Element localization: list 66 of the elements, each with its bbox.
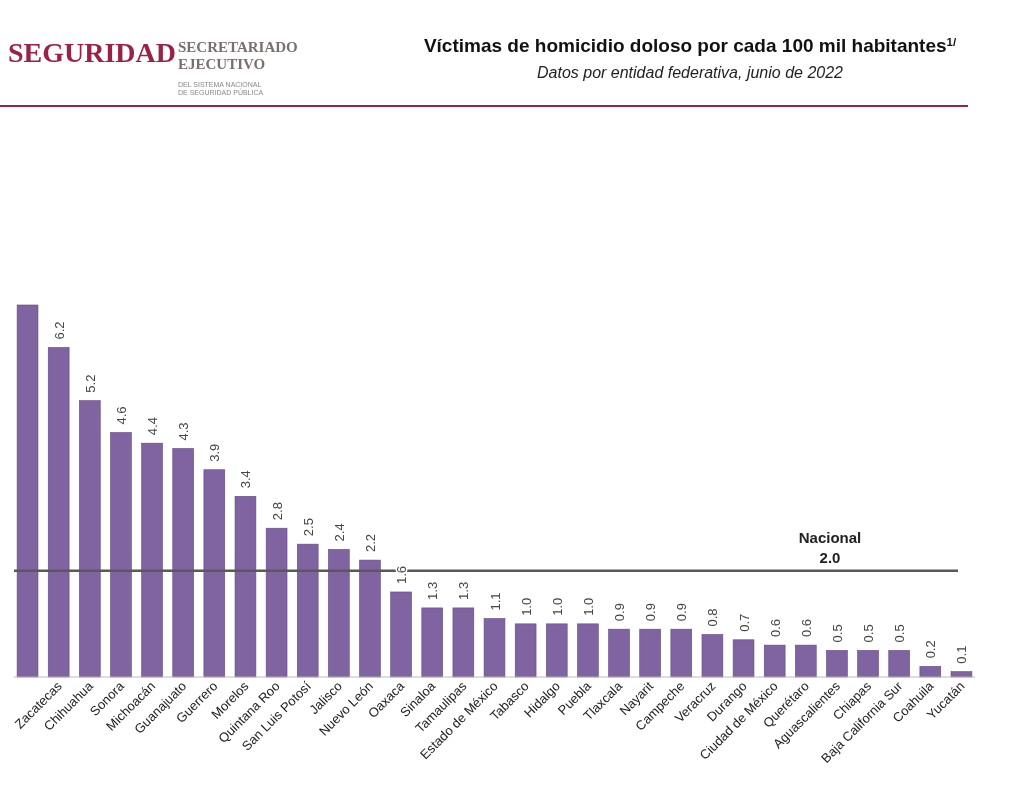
bar [16, 304, 39, 678]
data-label: 0.9 [612, 603, 628, 622]
bar [670, 628, 693, 678]
bar [234, 496, 257, 678]
data-label: 3.9 [207, 443, 223, 462]
data-label: 1.0 [518, 597, 534, 616]
bar [763, 644, 786, 678]
bar [514, 623, 537, 678]
bar [608, 628, 630, 678]
bar [79, 400, 101, 678]
data-label: 2.2 [362, 534, 378, 553]
bar [110, 432, 132, 678]
data-label: 0.8 [705, 608, 721, 627]
bar [265, 527, 288, 678]
bar [701, 634, 724, 678]
data-label: 0.6 [767, 619, 783, 638]
data-label: 0.5 [892, 624, 908, 643]
bar [390, 591, 412, 678]
data-label: 1.1 [487, 592, 503, 611]
bar [826, 650, 848, 678]
text: SEGURIDAD [8, 37, 177, 68]
data-label: 0.5 [861, 624, 877, 643]
data-label: 0.5 [829, 624, 845, 643]
bar [577, 623, 599, 678]
data-label: 0.1 [954, 645, 970, 664]
data-label: 1.3 [456, 581, 472, 600]
text: SECRETARIADO EJECUTIVO [178, 39, 298, 72]
bar [639, 628, 661, 678]
data-label: 1.6 [394, 565, 410, 584]
bar [546, 623, 568, 678]
chart-subtitle: Datos por entidad federativa, junio de 2022 [537, 64, 844, 81]
data-label: 4.3 [176, 422, 192, 441]
data-label: 2.8 [269, 502, 285, 521]
data-label: 0.2 [923, 640, 939, 659]
bar [888, 650, 910, 678]
data-label: 0.9 [643, 603, 659, 622]
data-label: 1.0 [549, 597, 565, 616]
ref-line-label: Nacional 2.0 [798, 528, 862, 566]
data-label: 0.6 [798, 619, 814, 638]
data-label: 2.4 [331, 523, 347, 542]
bar [172, 448, 194, 678]
bar [421, 607, 443, 678]
bar [950, 671, 973, 678]
bar [359, 559, 381, 678]
bar [203, 469, 226, 678]
bar [483, 618, 506, 678]
data-label: 4.4 [145, 417, 161, 436]
bar [452, 607, 475, 678]
data-label: 3.4 [238, 470, 254, 489]
data-label: 4.6 [113, 406, 129, 425]
chart-title: Víctimas de homicidio doloso por cada 100 mil habitantes$^{1/}$ [423, 35, 957, 56]
bar [857, 650, 879, 678]
bar [296, 543, 319, 678]
data-label: 0.9 [674, 603, 690, 622]
bar [141, 442, 163, 678]
bar [795, 644, 817, 678]
bar [328, 549, 350, 678]
bar [919, 666, 942, 678]
data-label: 0.7 [736, 613, 752, 632]
bar [732, 639, 755, 678]
data-label: 5.2 [82, 374, 98, 393]
data-label: 1.0 [580, 597, 596, 616]
data-label: 1.3 [425, 581, 441, 600]
bar [47, 347, 70, 678]
data-label: 2.5 [300, 518, 316, 537]
data-label: 6.2 [51, 321, 67, 340]
